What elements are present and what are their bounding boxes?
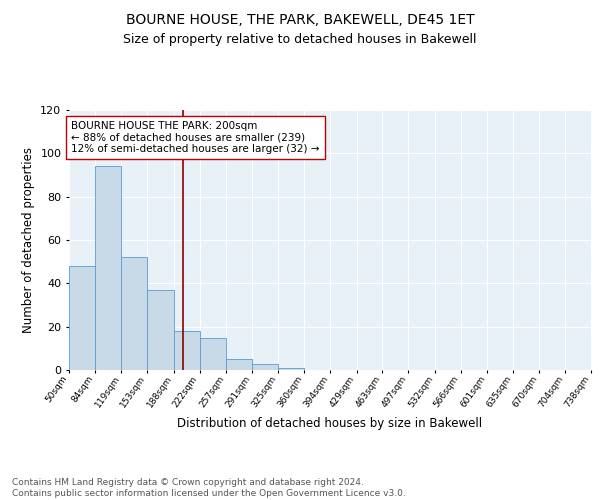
Text: BOURNE HOUSE THE PARK: 200sqm
← 88% of detached houses are smaller (239)
12% of : BOURNE HOUSE THE PARK: 200sqm ← 88% of d… (71, 121, 320, 154)
Bar (199, 338, 226, 370)
Text: Contains HM Land Registry data © Crown copyright and database right 2024.
Contai: Contains HM Land Registry data © Crown c… (12, 478, 406, 498)
Bar (69, 266, 95, 370)
Bar (278, 368, 304, 370)
Bar (226, 359, 252, 370)
X-axis label: Distribution of detached houses by size in Bakewell: Distribution of detached houses by size … (178, 418, 482, 430)
Bar (147, 290, 174, 370)
Text: Size of property relative to detached houses in Bakewell: Size of property relative to detached ho… (123, 32, 477, 46)
Bar (95, 166, 121, 370)
Bar (252, 364, 278, 370)
Bar (174, 331, 199, 370)
Y-axis label: Number of detached properties: Number of detached properties (22, 147, 35, 333)
Bar (121, 258, 147, 370)
Text: BOURNE HOUSE, THE PARK, BAKEWELL, DE45 1ET: BOURNE HOUSE, THE PARK, BAKEWELL, DE45 1… (125, 12, 475, 26)
